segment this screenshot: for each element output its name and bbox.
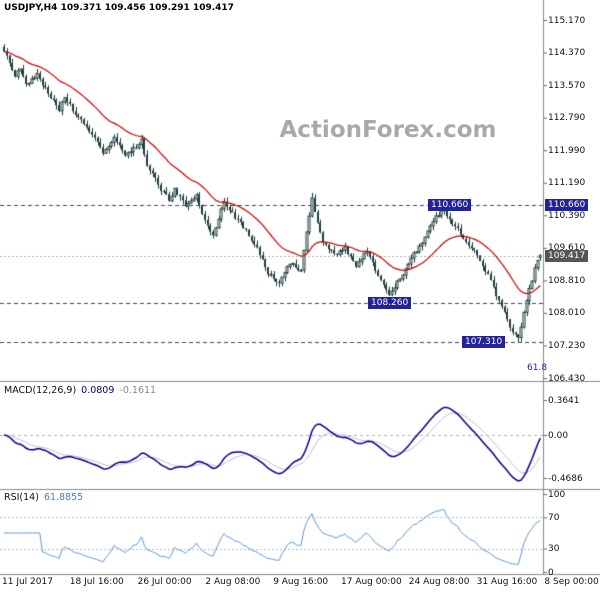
level-price-label: 110.660 xyxy=(428,198,472,211)
price-axis-label: 113.570 xyxy=(548,80,586,91)
rsi-axis-label: 0 xyxy=(548,567,554,578)
macd-indicator-title: MACD(12,26,9) 0.0809 -0.1611 xyxy=(4,385,156,396)
time-axis-label: 2 Aug 08:00 xyxy=(205,577,261,587)
time-axis-label: 8 Sep 00:00 xyxy=(544,577,599,587)
rsi-axis-label: 70 xyxy=(548,512,560,523)
chart-title: USDJPY,H4 109.371 109.456 109.291 109.41… xyxy=(4,3,234,13)
macd-name: MACD(12,26,9) xyxy=(4,385,77,396)
price-axis-label: 107.230 xyxy=(548,341,586,351)
current-price-tag: 109.417 xyxy=(545,249,589,262)
price-axis-label: 109.610 xyxy=(548,243,586,254)
rsi-axis-label: 30 xyxy=(548,544,560,555)
level-price-label: 107.310 xyxy=(462,335,506,348)
time-axis-label: 9 Aug 16:00 xyxy=(273,577,329,587)
level-price-label: 108.260 xyxy=(368,297,412,310)
macd-value-signal: -0.1611 xyxy=(119,385,157,396)
rsi-axis-label: 100 xyxy=(548,489,566,500)
macd-axis-label: 0.00 xyxy=(548,430,569,441)
time-axis-label: 17 Aug 00:00 xyxy=(341,577,402,587)
macd-value-main: 0.0809 xyxy=(81,385,115,396)
price-axis-label: 112.790 xyxy=(548,113,586,124)
fib-level-label: 61.8 xyxy=(527,363,548,373)
price-axis-label: 110.390 xyxy=(548,210,586,221)
price-axis-label: 115.170 xyxy=(548,15,586,26)
macd-axis-label: 0.3641 xyxy=(548,395,580,406)
price-axis-label: 108.010 xyxy=(548,308,586,319)
time-axis-label: 24 Aug 08:00 xyxy=(408,577,470,587)
macd-axis-label: -0.4686 xyxy=(548,473,583,484)
time-axis-label: 26 Jul 00:00 xyxy=(137,577,192,587)
price-axis-label: 111.990 xyxy=(548,145,586,156)
time-axis-label: 18 Jul 16:00 xyxy=(69,577,124,587)
price-axis-label: 106.430 xyxy=(548,373,586,384)
time-axis-label: 11 Jul 2017 xyxy=(2,577,53,587)
price-axis-label: 111.190 xyxy=(548,178,586,189)
price-axis-label: 114.370 xyxy=(548,48,586,59)
level-axis-tag: 110.660 xyxy=(545,198,589,211)
rsi-name: RSI(14) xyxy=(4,492,39,503)
rsi-indicator-title: RSI(14) 61.8855 xyxy=(4,492,83,503)
price-axis-label: 108.810 xyxy=(548,275,586,286)
time-axis-label: 31 Aug 16:00 xyxy=(476,577,538,587)
rsi-value: 61.8855 xyxy=(43,492,84,503)
